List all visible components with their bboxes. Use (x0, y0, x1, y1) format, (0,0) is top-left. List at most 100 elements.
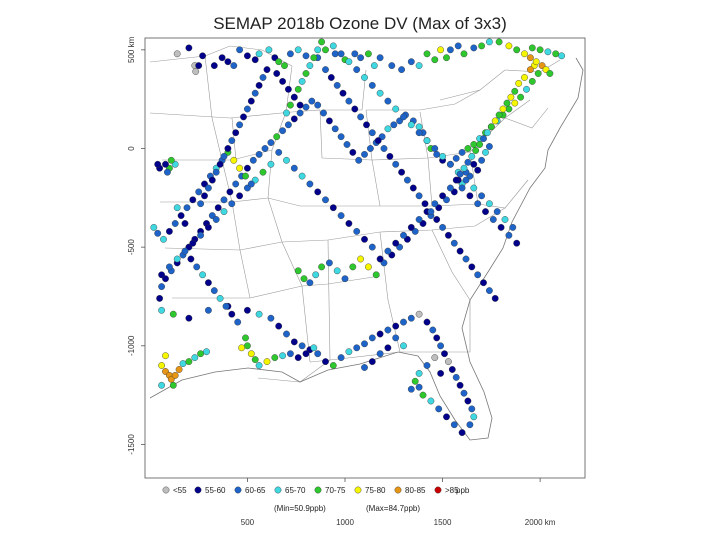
monitor-site-dot (345, 58, 353, 66)
monitor-site-dot (290, 115, 298, 123)
monitor-site-dot (411, 377, 419, 385)
monitor-site-dot (204, 279, 212, 287)
monitor-site-dot (431, 145, 439, 152)
monitor-site-dot (294, 46, 302, 54)
monitor-site-dot (263, 66, 271, 74)
monitor-site-dot (376, 350, 384, 358)
monitor-site-dot (281, 62, 288, 69)
monitor-site-dot (353, 344, 361, 352)
legend-label: >85 (445, 486, 459, 495)
monitor-site-dot (181, 220, 189, 227)
monitor-site-dot (423, 362, 431, 369)
monitor-site-dot (158, 306, 166, 314)
monitor-site-dot (384, 97, 392, 105)
monitor-site-dot (446, 160, 454, 168)
monitor-site-dot (283, 330, 290, 338)
x-tick-label: 2000 km (525, 518, 556, 527)
monitor-site-dot (296, 109, 304, 117)
monitor-site-dot (444, 231, 452, 239)
monitor-site-dot (376, 330, 384, 338)
monitor-site-dot (337, 354, 345, 361)
x-tick-label: 500 (241, 518, 255, 527)
monitor-site-dot (361, 150, 368, 158)
monitor-site-dot (429, 326, 437, 334)
monitor-site-dot (460, 164, 468, 172)
monitor-site-dot (372, 271, 380, 279)
monitor-site-dot (329, 204, 337, 212)
monitor-site-dot (392, 160, 400, 168)
monitor-site-dot (376, 255, 384, 263)
monitor-site-dot (314, 350, 322, 358)
monitor-site-dot (368, 243, 376, 251)
monitor-site-dot (446, 184, 454, 192)
monitor-site-dot (349, 263, 357, 271)
monitor-site-dot (513, 239, 521, 247)
monitor-site-dot (546, 70, 554, 77)
legend-label: 60-65 (245, 486, 266, 495)
monitor-site-dot (216, 160, 224, 168)
monitor-site-dot (185, 44, 193, 52)
monitor-site-dot (439, 152, 446, 160)
monitor-site-dot (458, 429, 466, 436)
monitor-site-dot (361, 74, 368, 81)
monitor-site-dot (476, 141, 483, 148)
monitor-site-dot (493, 208, 501, 216)
legend-swatch (314, 486, 322, 494)
monitor-site-dot (507, 93, 515, 101)
y-tick-label: -1000 (127, 335, 136, 356)
monitor-site-dot (286, 350, 294, 358)
monitor-site-dot (327, 74, 335, 81)
monitor-site-dot (517, 93, 524, 101)
monitor-site-dot (544, 48, 552, 56)
monitor-site-dot (345, 97, 353, 105)
monitor-site-dot (242, 334, 249, 342)
monitor-site-dot (427, 397, 435, 405)
monitor-site-dot (314, 46, 322, 54)
monitor-site-dot (199, 52, 207, 60)
monitor-site-dot (175, 366, 183, 373)
monitor-site-dot (470, 160, 478, 168)
monitor-site-dot (158, 271, 166, 279)
monitor-site-dot (261, 145, 269, 152)
monitor-site-dot (191, 354, 199, 361)
monitor-site-dot (388, 62, 396, 69)
y-tick-label: -500 (127, 239, 136, 256)
monitor-site-dot (437, 46, 444, 54)
monitor-site-dot (228, 310, 236, 318)
monitor-site-dot (527, 66, 534, 74)
monitor-site-dot (515, 80, 523, 87)
monitor-site-dot (437, 369, 444, 377)
monitor-site-dot (273, 133, 281, 141)
monitor-site-dot (485, 200, 493, 208)
monitor-site-dot (232, 129, 240, 137)
monitor-site-dot (228, 200, 236, 208)
monitor-site-dot (495, 38, 503, 46)
monitor-site-dot (228, 137, 236, 145)
monitor-site-dot (150, 223, 158, 231)
monitor-site-dot (325, 259, 333, 267)
monitor-site-dot (470, 141, 478, 148)
monitor-site-dot (450, 239, 458, 247)
monitor-site-dot (249, 156, 257, 164)
monitor-site-dot (251, 356, 259, 363)
monitor-site-dot (162, 352, 169, 360)
monitor-site-dot (259, 168, 267, 176)
monitor-site-dot (329, 42, 337, 50)
monitor-site-dot (329, 362, 337, 369)
monitor-site-dot (275, 58, 283, 66)
monitor-site-dot (195, 62, 203, 69)
monitor-site-dot (364, 263, 372, 271)
monitor-site-dot (325, 117, 333, 125)
monitor-site-dot (331, 50, 339, 58)
monitor-site-dot (275, 148, 283, 156)
monitor-site-dot (158, 362, 166, 369)
monitor-site-dot (353, 66, 361, 74)
monitor-site-dot (294, 267, 302, 275)
monitor-site-dot (513, 46, 521, 54)
monitor-site-dot (218, 54, 226, 62)
monitor-site-dot (320, 109, 327, 117)
monitor-site-dot (446, 46, 454, 54)
monitor-site-dot (158, 283, 166, 290)
monitor-site-dot (189, 239, 197, 247)
